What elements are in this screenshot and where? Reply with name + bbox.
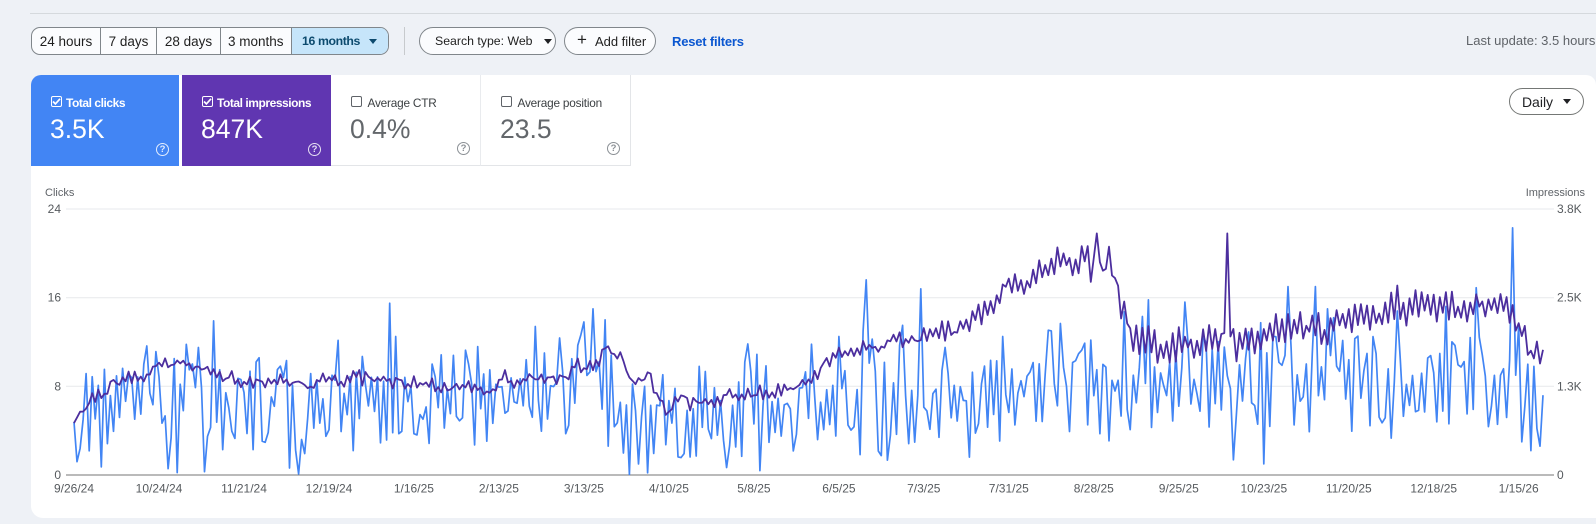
svg-text:8: 8 (54, 379, 61, 393)
svg-text:10/23/25: 10/23/25 (1240, 482, 1287, 496)
svg-text:9/26/24: 9/26/24 (54, 482, 94, 496)
svg-text:5/8/25: 5/8/25 (737, 482, 771, 496)
svg-text:6/5/25: 6/5/25 (822, 482, 856, 496)
svg-text:24: 24 (48, 202, 62, 216)
svg-text:12/19/24: 12/19/24 (306, 482, 353, 496)
svg-text:7/31/25: 7/31/25 (989, 482, 1029, 496)
svg-text:3/13/25: 3/13/25 (564, 482, 604, 496)
svg-text:11/21/24: 11/21/24 (221, 482, 267, 496)
svg-text:2/13/25: 2/13/25 (479, 482, 519, 496)
svg-text:16: 16 (48, 291, 62, 305)
svg-text:12/18/25: 12/18/25 (1410, 482, 1457, 496)
svg-text:2.5K: 2.5K (1557, 291, 1582, 305)
svg-text:7/3/25: 7/3/25 (907, 482, 941, 496)
svg-text:0: 0 (54, 468, 61, 482)
svg-text:9/25/25: 9/25/25 (1159, 482, 1199, 496)
svg-text:11/20/25: 11/20/25 (1326, 482, 1372, 496)
svg-text:1/15/26: 1/15/26 (1499, 482, 1539, 496)
svg-text:1/16/25: 1/16/25 (394, 482, 434, 496)
svg-text:0: 0 (1557, 468, 1564, 482)
svg-text:1.3K: 1.3K (1557, 379, 1582, 393)
svg-text:4/10/25: 4/10/25 (649, 482, 689, 496)
svg-text:8/28/25: 8/28/25 (1074, 482, 1114, 496)
svg-text:10/24/24: 10/24/24 (136, 482, 183, 496)
svg-text:Impressions: Impressions (1526, 187, 1586, 199)
svg-text:3.8K: 3.8K (1557, 202, 1582, 216)
svg-text:Clicks: Clicks (45, 187, 75, 199)
